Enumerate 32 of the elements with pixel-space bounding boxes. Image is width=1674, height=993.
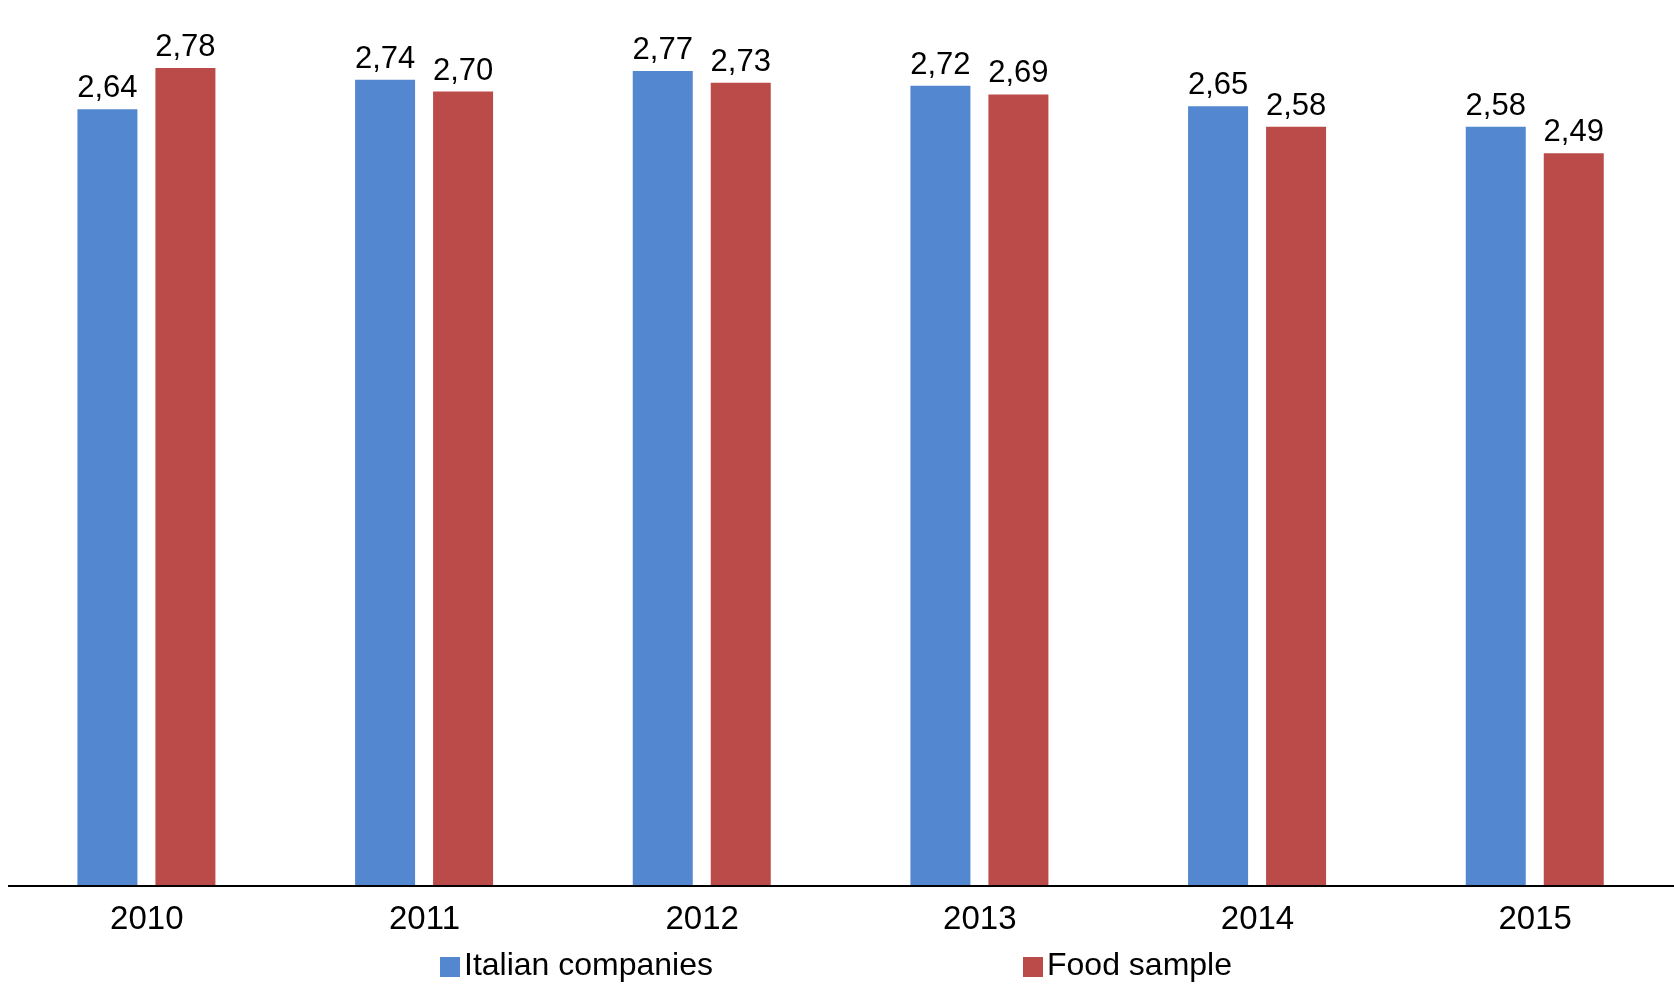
bar: [910, 85, 971, 886]
data-label: 2,78: [155, 28, 216, 63]
bar: [77, 109, 138, 886]
bar: [1266, 126, 1327, 886]
data-label: 2,72: [910, 45, 971, 81]
x-tick-label: 2015: [1498, 899, 1572, 937]
data-label: 2,65: [1187, 66, 1249, 102]
x-tick-label: 2013: [943, 899, 1017, 937]
bar: [155, 68, 216, 886]
bar: [1465, 126, 1526, 886]
data-label: 2,74: [354, 39, 416, 75]
legend-label: Food sample: [1047, 946, 1232, 982]
bar: [632, 70, 693, 886]
bar: [988, 94, 1049, 886]
data-label: 2,64: [77, 69, 138, 105]
data-label: 2,77: [632, 30, 693, 66]
bar: [1543, 153, 1604, 886]
bar: [355, 79, 416, 886]
data-label: 2,70: [432, 51, 494, 87]
data-label: 2,58: [1265, 86, 1327, 122]
data-label: 2,49: [1543, 113, 1604, 149]
x-tick-label: 2010: [110, 899, 184, 937]
data-label: 2,69: [988, 54, 1049, 90]
data-label: 2,73: [710, 42, 771, 78]
x-tick-label: 2014: [1220, 899, 1295, 937]
x-tick-label: 2011: [389, 899, 460, 937]
bar: [1188, 106, 1249, 886]
bar: [710, 82, 771, 886]
bar: [433, 91, 494, 886]
x-tick-label: 2012: [665, 899, 739, 937]
legend-label: Italian companies: [463, 946, 714, 982]
data-label: 2,58: [1465, 86, 1526, 122]
